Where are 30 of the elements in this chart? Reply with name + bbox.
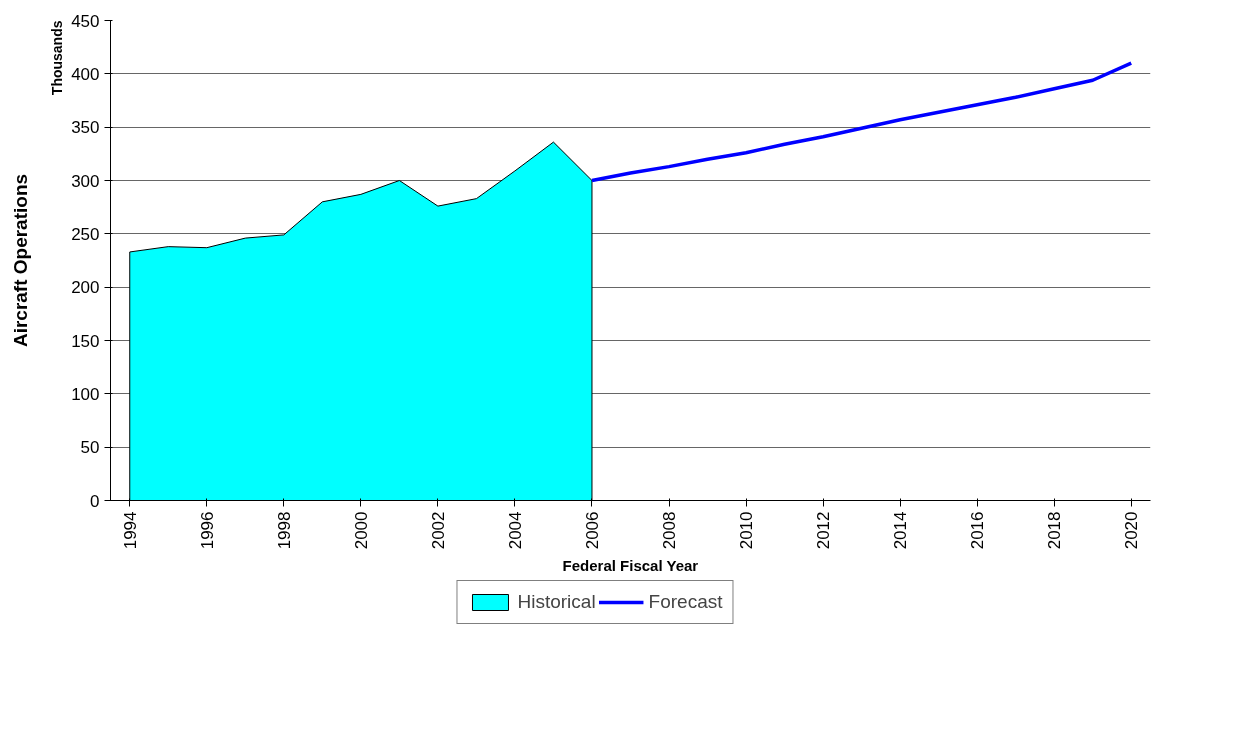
y-tick-label: 450 bbox=[71, 11, 100, 31]
y-tick-label: 200 bbox=[71, 278, 100, 298]
text: Thousands bbox=[48, 20, 65, 96]
line-series bbox=[590, 61, 1133, 183]
x-tick-label: 2000 bbox=[351, 511, 371, 550]
x-axis-title: Federal Fiscal Year bbox=[562, 557, 699, 575]
y-axis-title: Aircraft Operations bbox=[10, 173, 31, 348]
y-tick-label: 300 bbox=[71, 171, 100, 191]
x-tick-label: 2016 bbox=[968, 511, 988, 550]
y-tick-label: 350 bbox=[71, 118, 100, 138]
y-tick-label: 250 bbox=[71, 224, 100, 244]
x-tick-label: 2004 bbox=[505, 511, 525, 550]
legend-label: Forecast bbox=[648, 591, 723, 613]
x-tick-label: 1994 bbox=[120, 511, 140, 550]
x-tick-label: 2020 bbox=[1122, 511, 1142, 550]
x-tick-label: 1996 bbox=[197, 511, 217, 550]
x-tick-label: 2010 bbox=[737, 511, 757, 550]
x-tick-label: 2014 bbox=[891, 511, 911, 550]
x-tick-label: 2006 bbox=[582, 511, 602, 550]
y-tick-label: 100 bbox=[71, 384, 100, 404]
x-tick-label: 2008 bbox=[660, 511, 680, 550]
y-tick-label: 0 bbox=[90, 491, 100, 511]
y-tick-label: 50 bbox=[80, 438, 100, 458]
y-tick-label: 400 bbox=[71, 64, 100, 84]
x-tick-label: 2018 bbox=[1045, 511, 1065, 550]
x-tick-label: 1998 bbox=[274, 511, 294, 550]
x-tick-label: 2002 bbox=[428, 511, 448, 550]
legend-label: Historical bbox=[517, 591, 596, 613]
y-tick-label: 150 bbox=[71, 331, 100, 351]
x-tick-label: 2012 bbox=[814, 511, 834, 550]
